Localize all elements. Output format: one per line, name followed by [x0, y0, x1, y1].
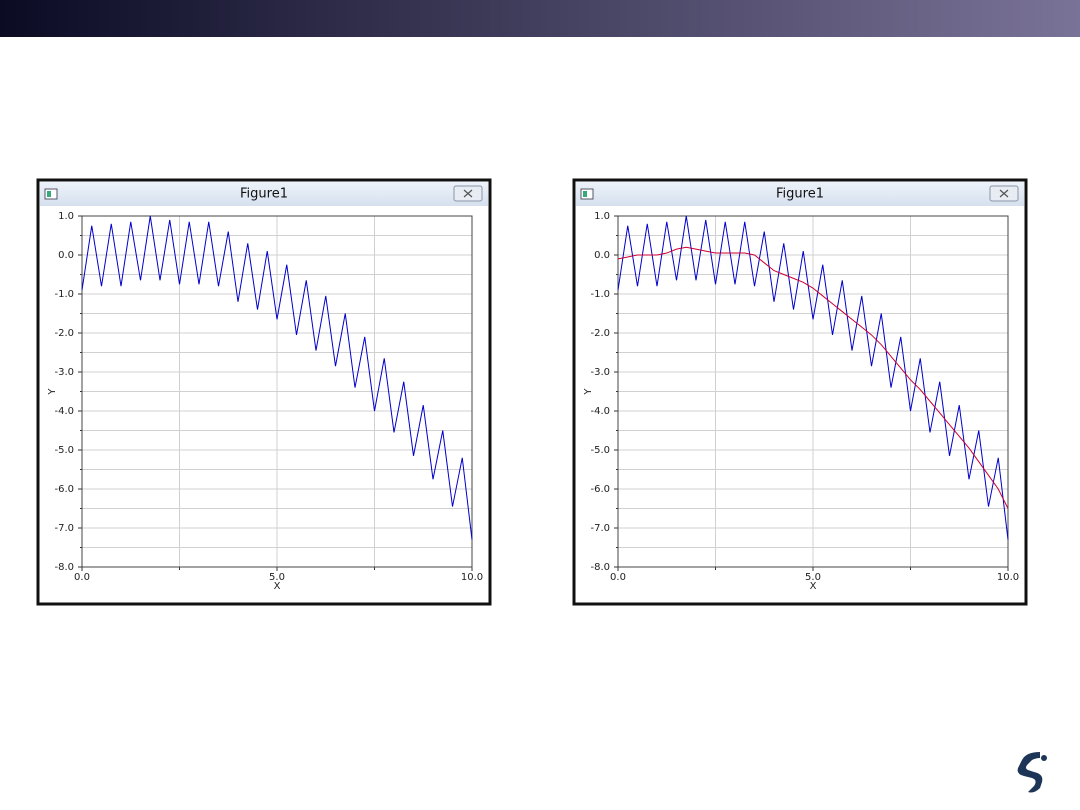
- y-tick-label: -8.0: [590, 562, 610, 573]
- y-axis-label: Y: [47, 388, 58, 396]
- data-line: [617, 246, 1009, 509]
- y-tick-label: -3.0: [590, 367, 610, 378]
- x-tick-label: 0.0: [610, 572, 626, 583]
- y-tick-label: -2.0: [590, 328, 610, 339]
- y-tick-label: -1.0: [54, 289, 74, 300]
- y-tick-label: -3.0: [54, 367, 74, 378]
- close-button[interactable]: [453, 185, 483, 202]
- window-icon-inner: [583, 191, 587, 197]
- close-icon: [999, 189, 1009, 198]
- x-tick-label: 10.0: [997, 572, 1019, 583]
- window-title: Figure1: [240, 187, 288, 202]
- y-tick-label: -5.0: [54, 445, 74, 456]
- header-bar: [0, 0, 1080, 37]
- data-line: [617, 215, 1009, 540]
- y-tick-label: -6.0: [54, 484, 74, 495]
- x-tick-label: 0.0: [74, 572, 90, 583]
- y-tick-label: 1.0: [58, 211, 74, 222]
- logo: [1017, 752, 1047, 793]
- y-tick-label: -4.0: [54, 406, 74, 417]
- y-tick-label: 1.0: [594, 211, 610, 222]
- x-axis-label: X: [810, 581, 817, 592]
- y-tick-label: 0.0: [58, 250, 74, 261]
- close-icon: [463, 189, 473, 198]
- y-tick-label: -5.0: [590, 445, 610, 456]
- figure-window: Figure1 -8.0 -7.0 -6.0 -5.0 -4.0 -3.0 -2.0 -1.0 0…: [572, 178, 1028, 606]
- title-bar: [576, 182, 1024, 206]
- y-tick-label: -8.0: [54, 562, 74, 573]
- y-axis-label: Y: [583, 388, 594, 396]
- y-tick-label: -1.0: [590, 289, 610, 300]
- window-icon-inner: [47, 191, 51, 197]
- x-tick-label: 10.0: [461, 572, 483, 583]
- y-tick-label: -7.0: [54, 523, 74, 534]
- figure-window: Figure1 -8.0 -7.0 -6.0 -5.0 -4.0 -3.0 -2.0 -1.0 0…: [36, 178, 492, 606]
- title-bar: [40, 182, 488, 206]
- x-tick-label: 5.0: [805, 572, 821, 583]
- close-button[interactable]: [989, 185, 1019, 202]
- x-axis-label: X: [274, 581, 281, 592]
- plot-border: [81, 215, 473, 568]
- plot-border: [617, 215, 1009, 568]
- y-tick-label: 0.0: [594, 250, 610, 261]
- y-tick-label: -4.0: [590, 406, 610, 417]
- y-tick-label: -7.0: [590, 523, 610, 534]
- x-tick-label: 5.0: [269, 572, 285, 583]
- data-line: [81, 215, 473, 540]
- y-tick-label: -6.0: [590, 484, 610, 495]
- y-tick-label: -2.0: [54, 328, 74, 339]
- window-title: Figure1: [776, 187, 824, 202]
